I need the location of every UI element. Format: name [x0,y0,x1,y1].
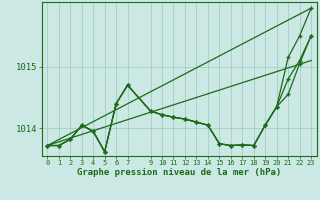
X-axis label: Graphe pression niveau de la mer (hPa): Graphe pression niveau de la mer (hPa) [77,168,281,177]
